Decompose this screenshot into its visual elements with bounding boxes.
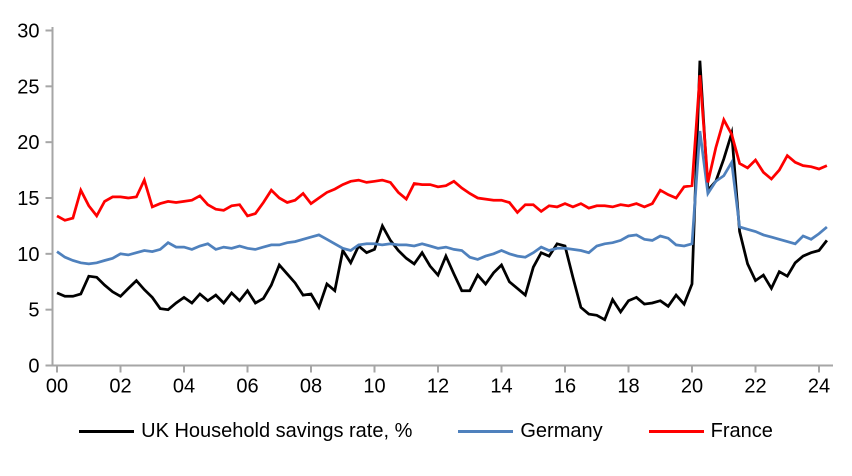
x-tick-label: 22 bbox=[744, 376, 766, 398]
y-tick-label: 15 bbox=[17, 188, 39, 210]
x-tick-label: 06 bbox=[236, 376, 258, 398]
x-tick-label: 00 bbox=[46, 376, 68, 398]
y-tick-label: 5 bbox=[28, 300, 39, 322]
y-tick-label: 30 bbox=[17, 21, 39, 43]
y-tick-label: 25 bbox=[17, 76, 39, 98]
legend-item-uk: UK Household savings rate, % bbox=[79, 420, 412, 443]
x-tick-label: 08 bbox=[300, 376, 322, 398]
x-tick-label: 16 bbox=[554, 376, 576, 398]
legend-line-uk-icon bbox=[79, 430, 135, 433]
x-tick-label: 20 bbox=[681, 376, 703, 398]
y-tick-label: 20 bbox=[17, 132, 39, 154]
legend-item-france: France bbox=[648, 420, 773, 443]
legend-item-germany: Germany bbox=[458, 420, 603, 443]
y-tick-label: 10 bbox=[17, 244, 39, 266]
legend-line-france-icon bbox=[648, 430, 704, 433]
x-tick-label: 14 bbox=[490, 376, 512, 398]
legend-label-france: France bbox=[710, 420, 773, 442]
x-tick-label: 18 bbox=[617, 376, 639, 398]
series-france-line bbox=[56, 75, 828, 222]
series-germany-line bbox=[56, 130, 828, 266]
x-tick-label: 10 bbox=[363, 376, 385, 398]
y-tick-label: 0 bbox=[28, 356, 39, 378]
chart-legend: UK Household savings rate, % Germany Fra… bbox=[0, 420, 852, 443]
savings-rate-chart: 0 5 10 15 20 25 30 00 02 04 06 08 10 12 14 16 18 20 22 24 bbox=[17, 21, 833, 398]
x-tick-label: 02 bbox=[109, 376, 131, 398]
legend-label-germany: Germany bbox=[520, 420, 603, 442]
legend-label-uk: UK Household savings rate, % bbox=[141, 420, 413, 442]
legend-line-germany-icon bbox=[458, 430, 514, 433]
x-tick-label: 24 bbox=[808, 376, 830, 398]
x-tick-label: 04 bbox=[173, 376, 195, 398]
x-tick-label: 12 bbox=[427, 376, 449, 398]
